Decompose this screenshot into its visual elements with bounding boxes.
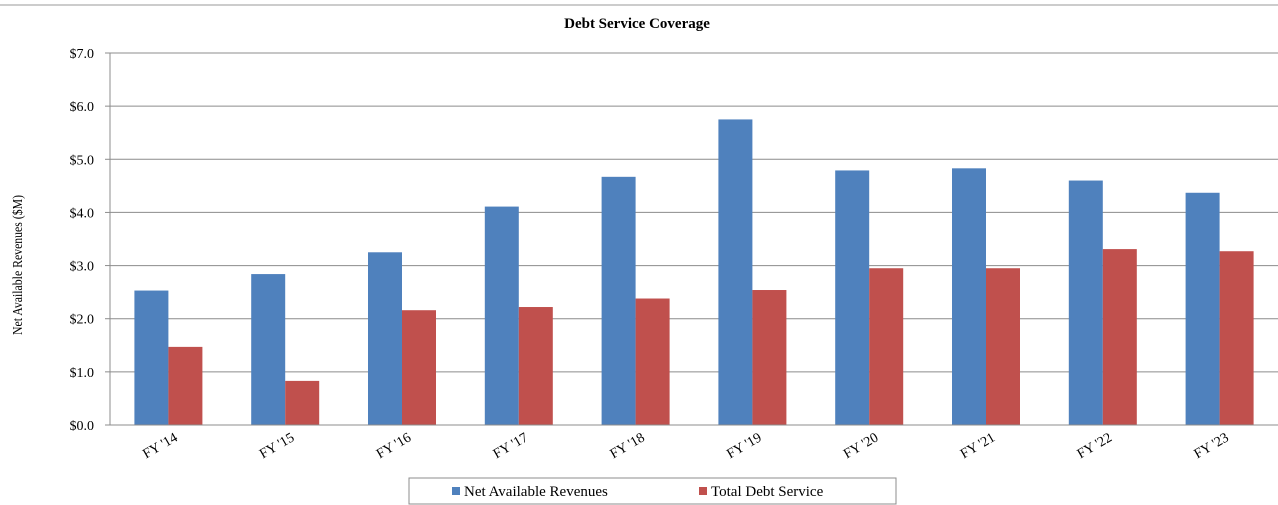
bar-net-available-revenues — [484, 206, 519, 425]
chart-title: Debt Service Coverage — [564, 16, 710, 32]
legend-label: Net Available Revenues — [464, 484, 608, 500]
legend: Net Available Revenues Total Debt Service — [408, 477, 897, 505]
legend-swatch — [699, 487, 707, 495]
y-tick-labels: $0.0 $1.0 $2.0 $3.0 $4.0 $5.0 $6.0 $7.0 — [70, 47, 95, 434]
x-tick-label: FY '16 — [374, 430, 414, 462]
y-tick-label: $1.0 — [70, 366, 95, 381]
x-tick-label: FY '19 — [725, 430, 765, 462]
bar-net-available-revenues — [601, 176, 636, 425]
bar-total-debt-service — [402, 310, 436, 425]
x-tick-label: FY '17 — [491, 430, 531, 462]
y-tick-label: $4.0 — [70, 206, 95, 221]
y-tick-label: $0.0 — [70, 419, 95, 434]
x-tick-label: FY '21 — [958, 430, 998, 462]
bar-total-debt-service — [168, 346, 203, 425]
legend-swatch — [452, 487, 460, 495]
bar-net-available-revenues — [952, 168, 986, 425]
bar-total-debt-service — [518, 307, 553, 425]
x-tick-label: FY '22 — [1075, 430, 1115, 462]
y-tick-label: $5.0 — [70, 153, 95, 168]
bar-total-debt-service — [285, 380, 320, 425]
bar-net-available-revenues — [251, 274, 286, 425]
bar-net-available-revenues — [718, 119, 753, 425]
x-tick-label: FY '23 — [1192, 430, 1232, 462]
x-tick-label: FY '14 — [141, 430, 181, 462]
legend-label: Total Debt Service — [711, 484, 824, 500]
x-tick-label: FY '18 — [608, 430, 648, 462]
bar-total-debt-service — [986, 268, 1020, 425]
y-tick-label: $6.0 — [70, 100, 95, 115]
y-tick-label: $3.0 — [70, 260, 95, 275]
bars — [134, 119, 1254, 425]
bar-net-available-revenues — [835, 170, 870, 425]
bar-net-available-revenues — [1185, 192, 1220, 425]
legend-box — [408, 477, 897, 505]
bar-net-available-revenues — [134, 290, 169, 425]
y-tick-label: $2.0 — [70, 313, 95, 328]
bar-total-debt-service — [752, 290, 787, 425]
x-tick-label: FY '15 — [257, 430, 297, 462]
x-tick-label: FY '20 — [841, 430, 881, 462]
bar-total-debt-service — [1219, 251, 1254, 425]
x-tick-labels: FY '14 FY '15 FY '16 FY '17 FY '18 FY '19 FY '… — [141, 430, 1232, 462]
bar-net-available-revenues — [368, 252, 402, 425]
axes — [109, 53, 1278, 426]
y-tick-label: $7.0 — [70, 47, 95, 62]
bar-total-debt-service — [1102, 249, 1137, 425]
bar-total-debt-service — [869, 268, 904, 425]
bar-net-available-revenues — [1068, 180, 1103, 425]
y-axis-label: Net Available Revenues ($M) — [11, 195, 26, 335]
bar-total-debt-service — [635, 298, 670, 425]
